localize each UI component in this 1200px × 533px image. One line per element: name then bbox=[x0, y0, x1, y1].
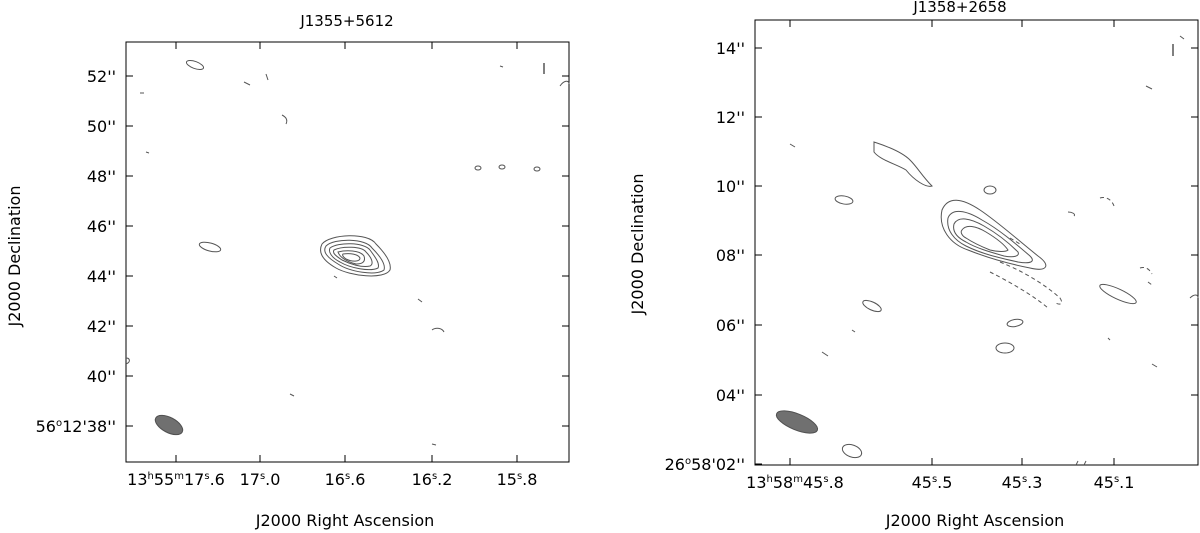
left-noise-contours bbox=[125, 59, 570, 446]
left-x-axis-title: J2000 Right Ascension bbox=[255, 511, 435, 530]
left-xtick-label: 15s.8 bbox=[497, 470, 538, 489]
left-y-axis: 52'' 50'' 48'' 46'' 44'' 42'' bbox=[36, 67, 569, 436]
right-ytick-10: 10'' bbox=[716, 177, 1198, 196]
left-ytick-label: 44'' bbox=[87, 267, 116, 286]
right-title: J1358+2658 bbox=[912, 0, 1006, 16]
right-ytick-02: 26o58'02'' bbox=[665, 455, 762, 474]
left-ytick-40: 40'' bbox=[87, 367, 569, 386]
right-ytick-label: 04'' bbox=[716, 386, 745, 405]
left-title: J1355+5612 bbox=[299, 12, 393, 30]
right-xtick-45-3: 45s.3 bbox=[1002, 20, 1043, 492]
left-ytick-38: 56o12'38'' bbox=[36, 417, 569, 436]
left-ytick-48: 48'' bbox=[87, 167, 569, 186]
left-xtick-label: 16s.2 bbox=[412, 470, 453, 489]
left-ytick-44: 44'' bbox=[87, 267, 569, 286]
right-xtick-45-1: 45s.1 bbox=[1094, 20, 1135, 492]
left-source-contours bbox=[320, 235, 391, 277]
right-x-axis: 13h58m45s.8 45s.5 45s.3 45s.1 bbox=[746, 20, 1134, 492]
right-ytick-08: 08'' bbox=[716, 246, 1198, 265]
right-xtick-label: 45s.1 bbox=[1094, 473, 1135, 492]
right-y-axis: 14'' 12'' 10'' 08'' 06'' 04'' bbox=[665, 39, 1198, 474]
right-ytick-12: 12'' bbox=[716, 108, 1198, 127]
left-ytick-label-full: 56o12'38'' bbox=[36, 417, 116, 436]
right-xtick-label: 45s.5 bbox=[912, 473, 953, 492]
right-noise-contours bbox=[789, 35, 1199, 466]
right-ytick-label-full: 26o58'02'' bbox=[665, 455, 745, 474]
right-ytick-04: 04'' bbox=[716, 386, 1198, 405]
left-ytick-50: 50'' bbox=[87, 117, 569, 136]
right-plot-frame bbox=[754, 19, 1199, 466]
left-xtick-16-2: 16s.2 bbox=[412, 42, 453, 489]
right-ytick-14: 14'' bbox=[716, 39, 1198, 58]
right-negative-contours bbox=[989, 197, 1153, 309]
left-xtick-label: 16s.6 bbox=[325, 470, 366, 489]
right-ytick-06: 06'' bbox=[716, 316, 1198, 335]
panel-right: J1358+2658 bbox=[628, 0, 1199, 530]
left-ytick-label: 48'' bbox=[87, 167, 116, 186]
right-ytick-label: 10'' bbox=[716, 177, 745, 196]
left-xtick-15-8: 15s.8 bbox=[497, 42, 538, 489]
left-ytick-label: 50'' bbox=[87, 117, 116, 136]
left-xtick-17-0: 17s.0 bbox=[240, 42, 281, 489]
right-xtick-label: 45s.3 bbox=[1002, 473, 1043, 492]
right-ytick-label: 08'' bbox=[716, 246, 745, 265]
right-ytick-label: 06'' bbox=[716, 316, 745, 335]
left-x-axis: 13h55m17s.6 17s.0 16s.6 16s.2 15s.8 bbox=[127, 42, 537, 489]
right-x-axis-title: J2000 Right Ascension bbox=[885, 511, 1065, 530]
left-ytick-label: 42'' bbox=[87, 317, 116, 336]
left-beam-ellipse bbox=[154, 414, 184, 436]
left-ytick-label: 40'' bbox=[87, 367, 116, 386]
left-y-axis-title: J2000 Declination bbox=[5, 186, 24, 328]
left-xtick-label: 17s.0 bbox=[240, 470, 281, 489]
left-ytick-label: 52'' bbox=[87, 67, 116, 86]
left-ytick-42: 42'' bbox=[87, 317, 569, 336]
right-source-contours bbox=[834, 141, 1137, 459]
panel-left: J1355+5612 bbox=[5, 12, 570, 530]
right-ytick-label: 12'' bbox=[716, 108, 745, 127]
right-xtick-45-8: 13h58m45s.8 bbox=[746, 20, 844, 492]
right-y-axis-title: J2000 Declination bbox=[628, 174, 647, 316]
left-ytick-label: 46'' bbox=[87, 217, 116, 236]
left-ytick-46: 46'' bbox=[87, 217, 569, 236]
left-plot-frame bbox=[125, 41, 570, 463]
left-ytick-52: 52'' bbox=[87, 67, 569, 86]
left-xtick-label-full: 13h55m17s.6 bbox=[127, 470, 225, 489]
right-xtick-45-5: 45s.5 bbox=[912, 20, 953, 492]
left-xtick-17-6: 13h55m17s.6 bbox=[127, 42, 225, 489]
right-beam-ellipse bbox=[775, 410, 819, 434]
left-xtick-16-6: 16s.6 bbox=[325, 42, 366, 489]
right-xtick-label-full: 13h58m45s.8 bbox=[746, 473, 844, 492]
right-ytick-label: 14'' bbox=[716, 39, 745, 58]
